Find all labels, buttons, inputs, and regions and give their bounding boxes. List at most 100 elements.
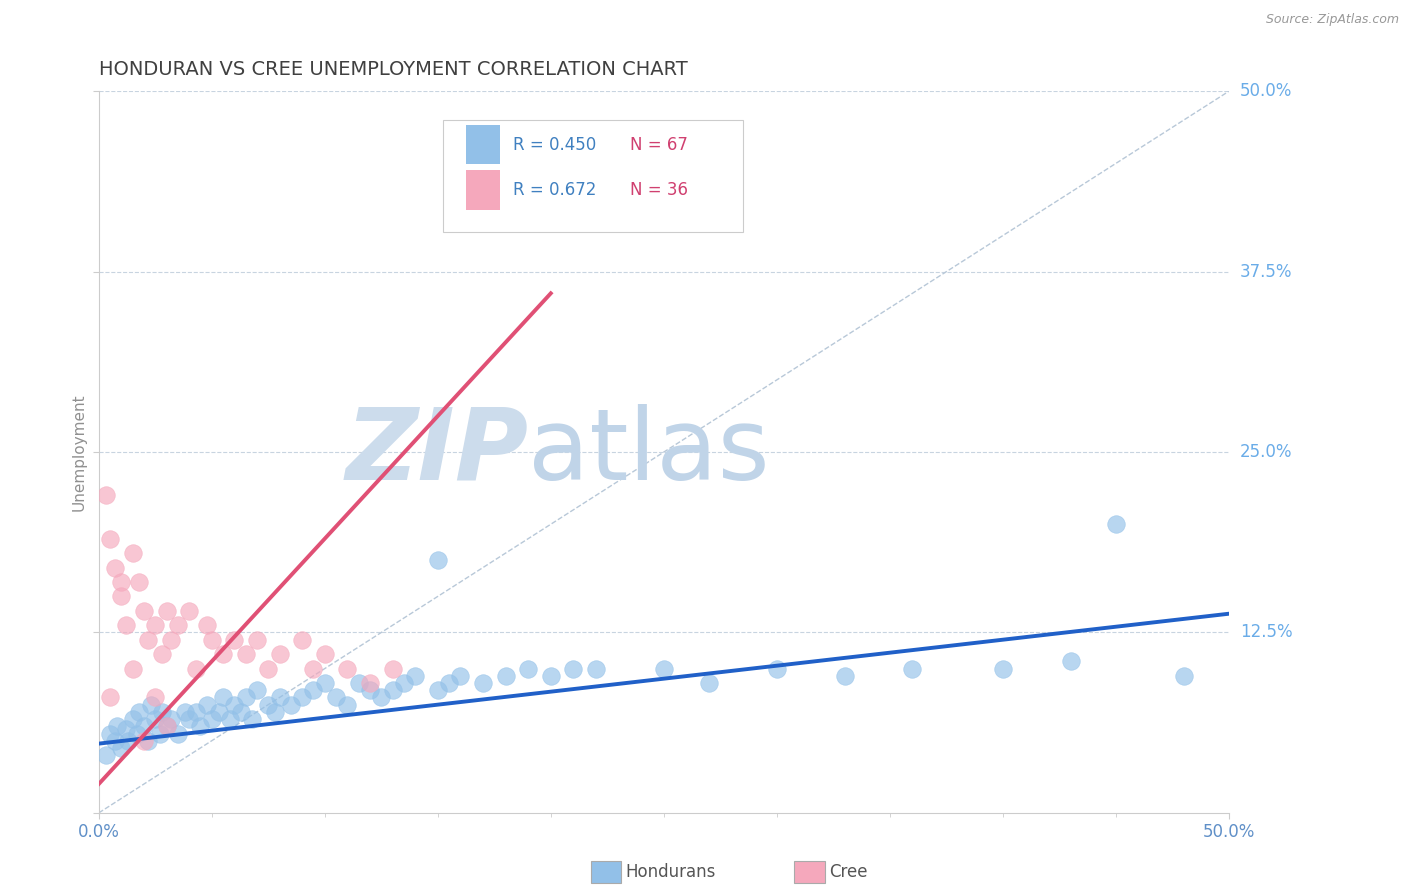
Point — [139, 698, 162, 712]
Point — [1173, 669, 1195, 683]
Point — [392, 676, 415, 690]
Point — [336, 662, 359, 676]
Point — [155, 719, 177, 733]
Point — [179, 712, 201, 726]
Point — [115, 618, 138, 632]
Point — [138, 733, 160, 747]
Point — [269, 647, 291, 661]
Point — [325, 690, 347, 705]
Point — [426, 553, 449, 567]
Point — [110, 574, 132, 589]
Point — [132, 719, 155, 733]
Point — [166, 618, 188, 632]
Point — [381, 683, 404, 698]
Text: 37.5%: 37.5% — [1240, 262, 1292, 281]
Point — [173, 705, 195, 719]
Point — [901, 662, 924, 676]
Point — [370, 690, 392, 705]
Point — [697, 676, 720, 690]
Point — [224, 698, 246, 712]
Point — [127, 726, 149, 740]
Point — [540, 669, 562, 683]
Text: HONDURAN VS CREE UNEMPLOYMENT CORRELATION CHART: HONDURAN VS CREE UNEMPLOYMENT CORRELATIO… — [98, 60, 688, 78]
Point — [98, 726, 121, 740]
Text: R = 0.450: R = 0.450 — [513, 136, 596, 153]
Point — [359, 683, 381, 698]
Point — [160, 632, 183, 647]
Point — [280, 698, 302, 712]
Text: R = 0.672: R = 0.672 — [513, 181, 598, 199]
Point — [246, 683, 269, 698]
Point — [143, 712, 166, 726]
Point — [336, 698, 359, 712]
Point — [257, 662, 280, 676]
Point — [195, 698, 218, 712]
Point — [117, 733, 139, 747]
Point — [291, 690, 314, 705]
Point — [242, 712, 264, 726]
Point — [231, 705, 253, 719]
Point — [359, 676, 381, 690]
Point — [291, 632, 314, 647]
Point — [381, 662, 404, 676]
Point — [207, 705, 229, 719]
Text: N = 36: N = 36 — [630, 181, 688, 199]
Point — [302, 683, 325, 698]
Text: ZIP: ZIP — [346, 403, 529, 500]
Text: atlas: atlas — [529, 403, 770, 500]
Point — [212, 690, 235, 705]
Point — [235, 690, 257, 705]
Point — [98, 690, 121, 705]
Point — [347, 676, 370, 690]
Point — [121, 712, 143, 726]
Point — [212, 647, 235, 661]
Point — [184, 705, 207, 719]
Point — [121, 662, 143, 676]
Point — [121, 546, 143, 560]
Point — [585, 662, 607, 676]
Point — [652, 662, 675, 676]
Point — [103, 560, 125, 574]
Point — [302, 662, 325, 676]
Point — [110, 590, 132, 604]
Point — [138, 632, 160, 647]
Point — [426, 683, 449, 698]
Point — [257, 698, 280, 712]
Point — [132, 733, 155, 747]
Point — [562, 662, 585, 676]
Point — [132, 604, 155, 618]
Text: 12.5%: 12.5% — [1240, 624, 1292, 641]
Point — [437, 676, 460, 690]
Point — [150, 705, 173, 719]
Point — [149, 726, 172, 740]
Text: N = 67: N = 67 — [630, 136, 688, 153]
Point — [195, 618, 218, 632]
Point — [150, 647, 173, 661]
Point — [166, 726, 188, 740]
Point — [218, 712, 240, 726]
Point — [224, 632, 246, 647]
Point — [160, 712, 183, 726]
Point — [472, 676, 495, 690]
Point — [128, 574, 150, 589]
Text: Hondurans: Hondurans — [626, 863, 716, 881]
Point — [94, 748, 117, 763]
Point — [495, 669, 517, 683]
Bar — [465, 125, 501, 164]
Text: 25.0%: 25.0% — [1240, 443, 1292, 461]
Point — [314, 676, 336, 690]
Bar — [465, 170, 501, 211]
Point — [110, 741, 132, 756]
Point — [264, 705, 287, 719]
Point — [98, 532, 121, 546]
Point — [834, 669, 856, 683]
Point — [201, 712, 224, 726]
Point — [1059, 654, 1081, 668]
Point — [155, 604, 177, 618]
Point — [143, 618, 166, 632]
Point — [991, 662, 1014, 676]
Point — [449, 669, 471, 683]
Text: Cree: Cree — [830, 863, 868, 881]
Y-axis label: Unemployment: Unemployment — [72, 393, 86, 511]
Point — [115, 722, 138, 736]
